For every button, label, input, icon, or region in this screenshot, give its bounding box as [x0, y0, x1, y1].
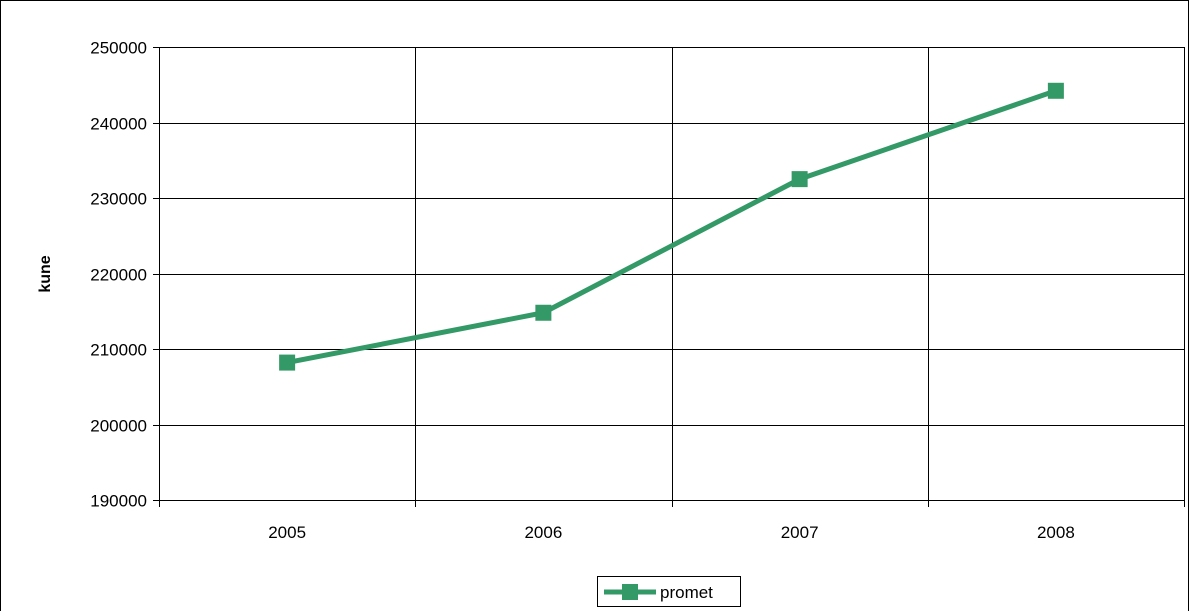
axes — [153, 47, 1185, 507]
y-tick-label: 230000 — [90, 190, 147, 209]
x-tick-label: 2005 — [268, 523, 306, 542]
series-layer — [279, 82, 1064, 371]
legend-label: promet — [660, 583, 713, 602]
y-axis-title: kune — [37, 255, 54, 292]
series-line-promet — [284, 88, 1059, 366]
x-tick-label: 2006 — [524, 523, 562, 542]
y-tick-label: 190000 — [90, 492, 147, 511]
x-tick-label: 2008 — [1037, 523, 1075, 542]
legend-marker — [622, 584, 638, 600]
x-tick-label: 2007 — [781, 523, 819, 542]
data-point-marker — [1047, 82, 1064, 99]
data-point-marker — [535, 304, 552, 321]
y-tick-label: 250000 — [90, 39, 147, 58]
y-tick-label: 200000 — [90, 417, 147, 436]
y-tick-label: 220000 — [90, 266, 147, 285]
grid-lines — [159, 47, 1185, 501]
y-tick-label: 240000 — [90, 115, 147, 134]
y-tick-label: 210000 — [90, 341, 147, 360]
data-point-marker — [791, 171, 808, 188]
tick-labels: 190000 200000 210000 220000 230000 240000 2500… — [90, 39, 1075, 543]
data-point-marker — [279, 354, 296, 371]
legend: promet — [597, 576, 741, 607]
